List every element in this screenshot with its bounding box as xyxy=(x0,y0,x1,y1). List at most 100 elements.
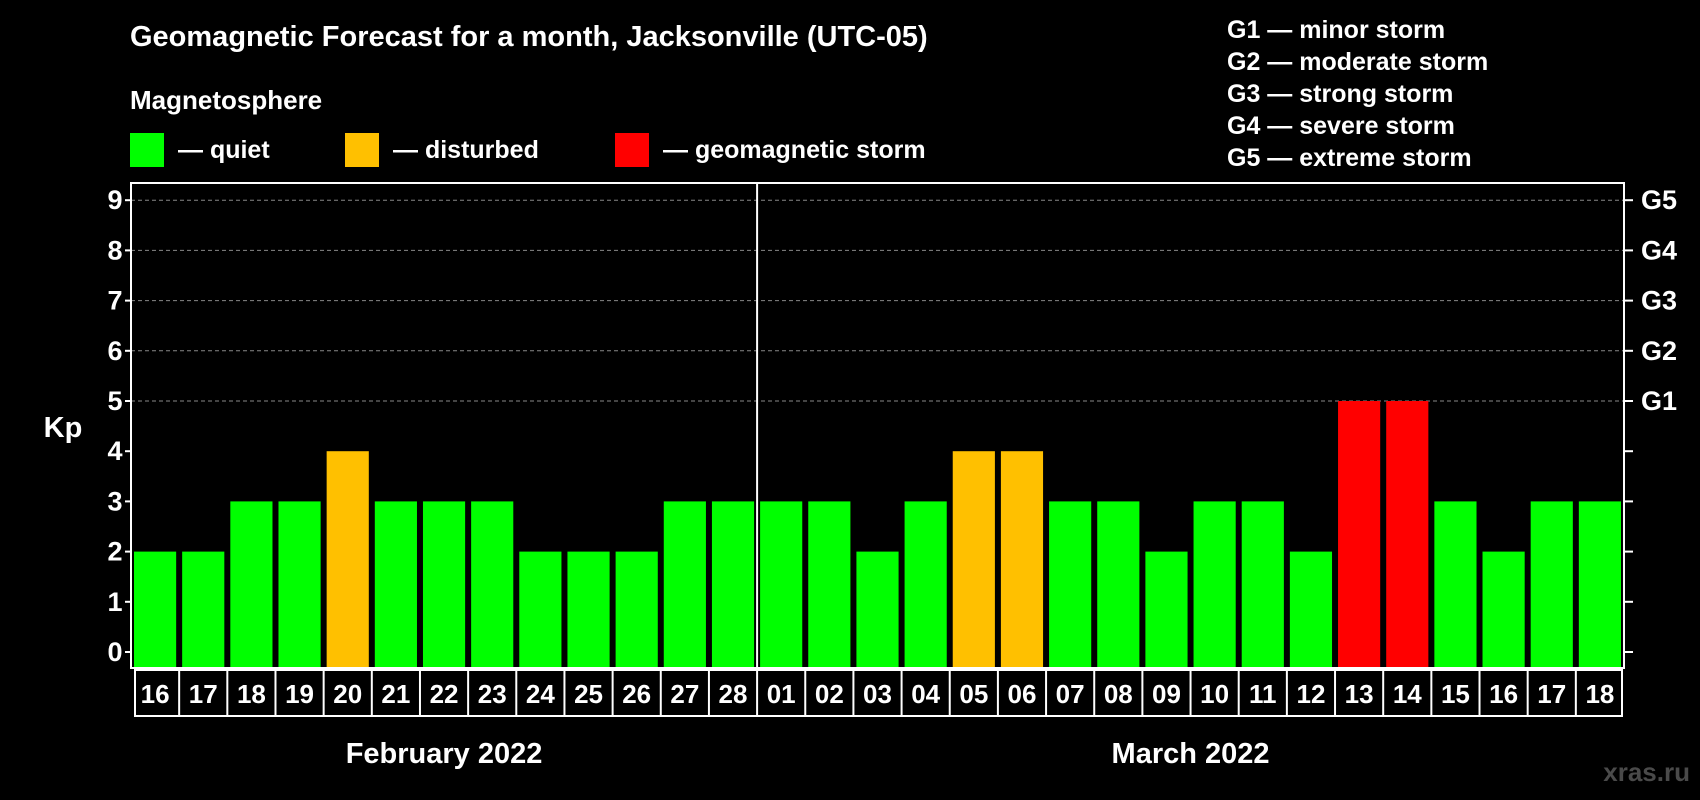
g-level-label-G5: G5 xyxy=(1641,185,1677,215)
date-label-8: 24 xyxy=(526,679,555,709)
chart-title: Geomagnetic Forecast for a month, Jackso… xyxy=(130,21,928,53)
date-label-0: 16 xyxy=(141,679,170,709)
storm-scale-g5: G5 — extreme storm xyxy=(1227,144,1472,172)
plot-frame xyxy=(130,182,1625,669)
bar-9 xyxy=(567,551,610,668)
ytick-label-6: 6 xyxy=(107,336,122,366)
legend-item-quiet: — quiet xyxy=(130,132,270,168)
legend-label-disturbed: — disturbed xyxy=(393,135,539,164)
date-label-13: 01 xyxy=(767,679,796,709)
bar-30 xyxy=(1578,501,1621,668)
date-label-12: 28 xyxy=(719,679,748,709)
bar-11 xyxy=(663,501,706,668)
date-label-10: 26 xyxy=(622,679,651,709)
bar-6 xyxy=(422,501,466,668)
bar-18 xyxy=(1000,451,1044,668)
legend-swatch-disturbed xyxy=(345,133,379,167)
date-row-frame xyxy=(134,669,1623,717)
bar-1 xyxy=(182,551,225,668)
bar-23 xyxy=(1241,501,1284,668)
bar-13 xyxy=(760,501,803,668)
date-label-26: 14 xyxy=(1393,679,1422,709)
ytick-label-0: 0 xyxy=(107,637,122,667)
bar-3 xyxy=(278,501,321,668)
date-label-24: 12 xyxy=(1296,679,1325,709)
date-label-15: 03 xyxy=(863,679,892,709)
legend-heading: Magnetosphere xyxy=(130,85,323,115)
bar-10 xyxy=(615,551,658,668)
bar-2 xyxy=(230,501,273,668)
g-level-label-G1: G1 xyxy=(1641,386,1677,416)
month-label-0: February 2022 xyxy=(346,738,543,770)
bar-17 xyxy=(952,451,995,668)
date-label-18: 06 xyxy=(1008,679,1037,709)
date-label-22: 10 xyxy=(1200,679,1229,709)
ytick-label-4: 4 xyxy=(107,436,122,466)
bar-25 xyxy=(1338,401,1381,668)
bar-4 xyxy=(326,451,369,668)
date-label-2: 18 xyxy=(237,679,266,709)
ytick-label-1: 1 xyxy=(107,587,122,617)
date-label-7: 23 xyxy=(478,679,507,709)
storm-scale-g3: G3 — strong storm xyxy=(1227,80,1454,108)
legend-swatch-quiet xyxy=(130,133,164,167)
bar-29 xyxy=(1530,501,1573,668)
bar-20 xyxy=(1097,501,1140,668)
date-label-16: 04 xyxy=(911,679,940,709)
date-label-6: 22 xyxy=(430,679,459,709)
month-label-1: March 2022 xyxy=(1112,738,1270,770)
bar-7 xyxy=(471,501,514,668)
date-label-21: 09 xyxy=(1152,679,1181,709)
bar-8 xyxy=(519,551,562,668)
date-label-29: 17 xyxy=(1537,679,1566,709)
g-level-label-G2: G2 xyxy=(1641,336,1677,366)
storm-scale-g1: G1 — minor storm xyxy=(1227,16,1446,44)
bar-28 xyxy=(1482,551,1525,668)
storm-scale-g4: G4 — severe storm xyxy=(1227,112,1455,140)
legend-label-storm: — geomagnetic storm xyxy=(663,135,926,164)
legend-swatch-storm xyxy=(615,133,649,167)
bar-16 xyxy=(904,501,947,668)
ytick-label-3: 3 xyxy=(107,486,122,516)
bar-24 xyxy=(1289,551,1333,668)
date-label-30: 18 xyxy=(1585,679,1614,709)
bar-14 xyxy=(808,501,851,668)
g-level-label-G3: G3 xyxy=(1641,286,1677,316)
date-label-9: 25 xyxy=(574,679,603,709)
date-label-20: 08 xyxy=(1104,679,1133,709)
legend-item-storm: — geomagnetic storm xyxy=(615,132,926,168)
date-label-4: 20 xyxy=(333,679,362,709)
date-label-19: 07 xyxy=(1056,679,1085,709)
bar-27 xyxy=(1434,501,1477,668)
bar-19 xyxy=(1049,501,1092,668)
bar-15 xyxy=(856,551,899,668)
legend-label-quiet: — quiet xyxy=(178,135,270,164)
bar-12 xyxy=(711,501,755,668)
date-label-17: 05 xyxy=(959,679,988,709)
bar-21 xyxy=(1145,551,1188,668)
date-label-1: 17 xyxy=(189,679,218,709)
ytick-label-2: 2 xyxy=(107,537,122,567)
ytick-label-9: 9 xyxy=(107,185,122,215)
bar-5 xyxy=(374,501,417,668)
date-label-28: 16 xyxy=(1489,679,1518,709)
watermark: xras.ru xyxy=(1603,757,1690,787)
legend-item-disturbed: — disturbed xyxy=(345,132,539,168)
bar-0 xyxy=(134,551,177,668)
ytick-label-5: 5 xyxy=(107,386,122,416)
storm-scale-legend: G1 — minor storm G2 — moderate storm G3 … xyxy=(1227,14,1488,174)
ytick-label-7: 7 xyxy=(107,286,122,316)
date-label-5: 21 xyxy=(381,679,410,709)
date-label-23: 11 xyxy=(1249,679,1277,709)
ytick-label-8: 8 xyxy=(107,235,122,265)
date-label-3: 19 xyxy=(285,679,314,709)
date-label-14: 02 xyxy=(815,679,844,709)
storm-scale-g2: G2 — moderate storm xyxy=(1227,48,1489,76)
date-label-11: 27 xyxy=(670,679,699,709)
g-level-label-G4: G4 xyxy=(1641,235,1677,265)
y-axis-title: Kp xyxy=(44,412,83,444)
bar-26 xyxy=(1386,401,1429,668)
date-label-27: 15 xyxy=(1441,679,1470,709)
bar-22 xyxy=(1193,501,1236,668)
